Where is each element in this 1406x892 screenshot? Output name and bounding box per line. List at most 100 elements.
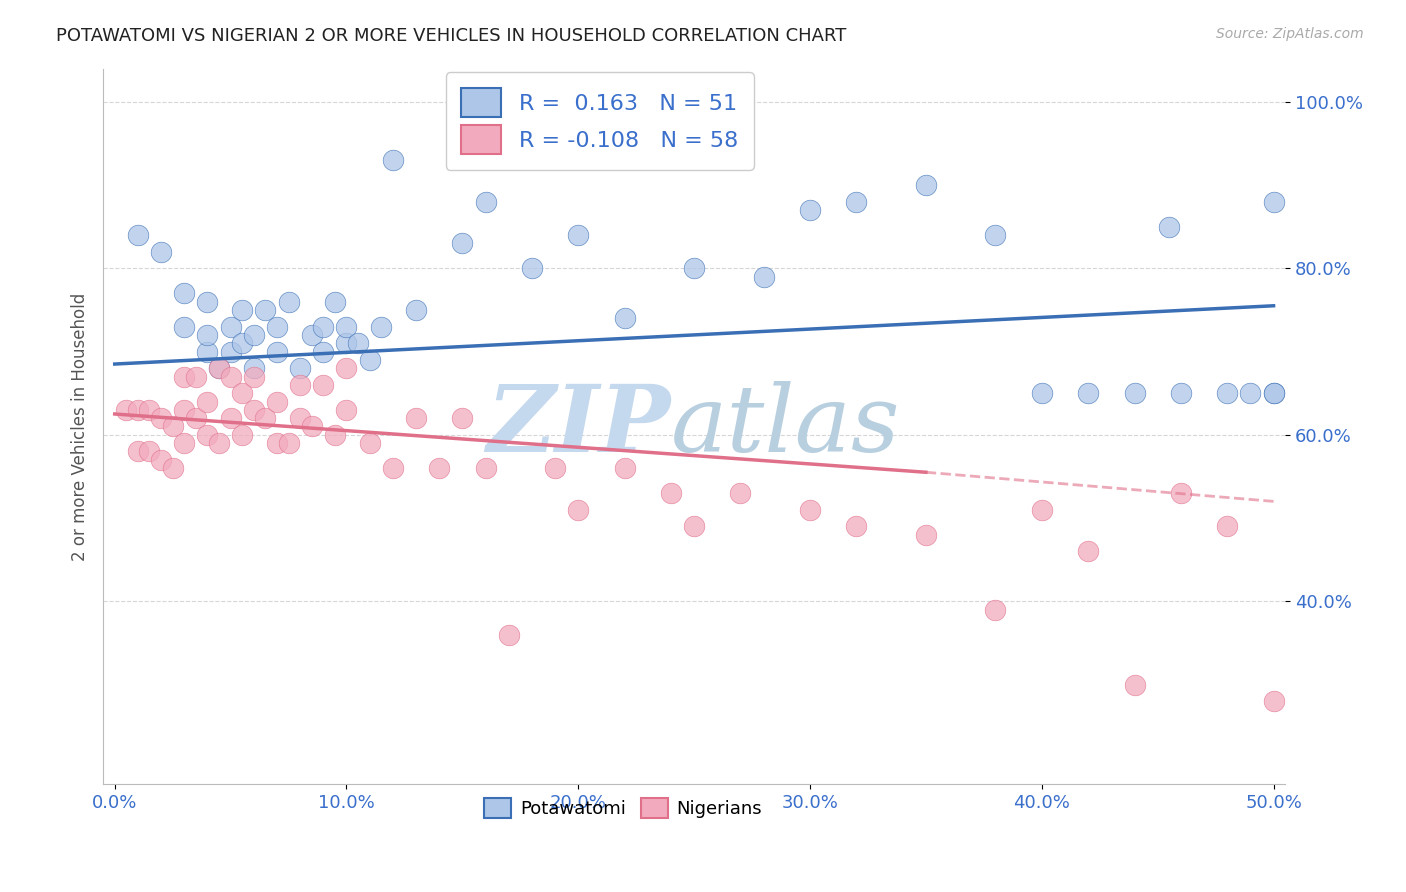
Point (1077, 544, 1099, 558)
Point (474, 194, 496, 209)
Point (359, 352, 381, 367)
Point (1263, 694, 1285, 708)
Point (381, 153, 404, 167)
Point (219, 344, 242, 359)
Point (799, 502, 821, 516)
Point (1239, 386, 1261, 401)
Point (242, 361, 264, 376)
Point (1263, 386, 1285, 401)
Point (184, 411, 207, 425)
Point (208, 361, 231, 376)
Point (173, 369, 195, 384)
Point (301, 419, 323, 434)
Point (567, 227, 589, 242)
Point (359, 436, 381, 450)
Point (683, 519, 706, 533)
Point (659, 486, 682, 500)
Point (915, 178, 938, 192)
Point (730, 486, 752, 500)
Point (520, 261, 543, 276)
Point (173, 286, 195, 301)
Point (312, 344, 335, 359)
Point (242, 369, 264, 384)
Point (613, 311, 636, 326)
Point (799, 202, 821, 217)
Point (231, 302, 253, 317)
Point (1263, 194, 1285, 209)
Point (567, 502, 589, 516)
Point (162, 461, 184, 475)
Point (197, 327, 219, 342)
Point (150, 411, 173, 425)
Point (451, 236, 474, 251)
Point (1216, 386, 1239, 401)
Point (150, 452, 173, 467)
Point (301, 327, 323, 342)
Point (1123, 386, 1146, 401)
Point (127, 402, 149, 417)
Point (208, 436, 231, 450)
Point (845, 519, 868, 533)
Point (474, 461, 496, 475)
Point (312, 319, 335, 334)
Point (208, 361, 231, 376)
Point (1031, 386, 1053, 401)
Point (381, 461, 404, 475)
Point (242, 402, 264, 417)
Point (613, 461, 636, 475)
Point (150, 244, 173, 259)
Point (266, 394, 288, 409)
Point (323, 427, 346, 442)
Point (335, 402, 357, 417)
Point (219, 369, 242, 384)
Point (752, 269, 775, 284)
Point (1159, 219, 1181, 234)
Point (312, 377, 335, 392)
Point (544, 461, 567, 475)
Point (1077, 386, 1099, 401)
Point (288, 377, 311, 392)
Point (266, 344, 288, 359)
Point (231, 336, 253, 351)
Point (1216, 519, 1239, 533)
Point (184, 369, 207, 384)
Point (277, 436, 299, 450)
Point (1170, 386, 1192, 401)
Point (231, 386, 253, 401)
Point (405, 302, 427, 317)
Point (138, 444, 160, 458)
Point (197, 344, 219, 359)
Text: atlas: atlas (671, 382, 900, 472)
Point (242, 327, 264, 342)
Legend: Potawatomi, Nigerians: Potawatomi, Nigerians (477, 791, 769, 825)
Point (266, 319, 288, 334)
Y-axis label: 2 or more Vehicles in Household: 2 or more Vehicles in Household (72, 293, 89, 560)
Point (127, 444, 149, 458)
Point (254, 302, 277, 317)
Text: ZIP: ZIP (486, 382, 671, 472)
Text: Source: ZipAtlas.com: Source: ZipAtlas.com (1216, 27, 1364, 41)
Point (683, 261, 706, 276)
Point (288, 411, 311, 425)
Point (845, 194, 868, 209)
Point (127, 227, 149, 242)
Point (1123, 677, 1146, 691)
Point (347, 336, 370, 351)
Point (162, 419, 184, 434)
Point (288, 361, 311, 376)
Text: POTAWATOMI VS NIGERIAN 2 OR MORE VEHICLES IN HOUSEHOLD CORRELATION CHART: POTAWATOMI VS NIGERIAN 2 OR MORE VEHICLE… (56, 27, 846, 45)
Point (498, 627, 520, 641)
Point (370, 319, 392, 334)
Point (266, 436, 288, 450)
Point (231, 427, 253, 442)
Point (984, 602, 1007, 616)
Point (427, 461, 450, 475)
Point (1170, 486, 1192, 500)
Point (915, 527, 938, 541)
Point (323, 294, 346, 309)
Point (173, 436, 195, 450)
Point (335, 336, 357, 351)
Point (451, 411, 474, 425)
Point (277, 294, 299, 309)
Point (138, 402, 160, 417)
